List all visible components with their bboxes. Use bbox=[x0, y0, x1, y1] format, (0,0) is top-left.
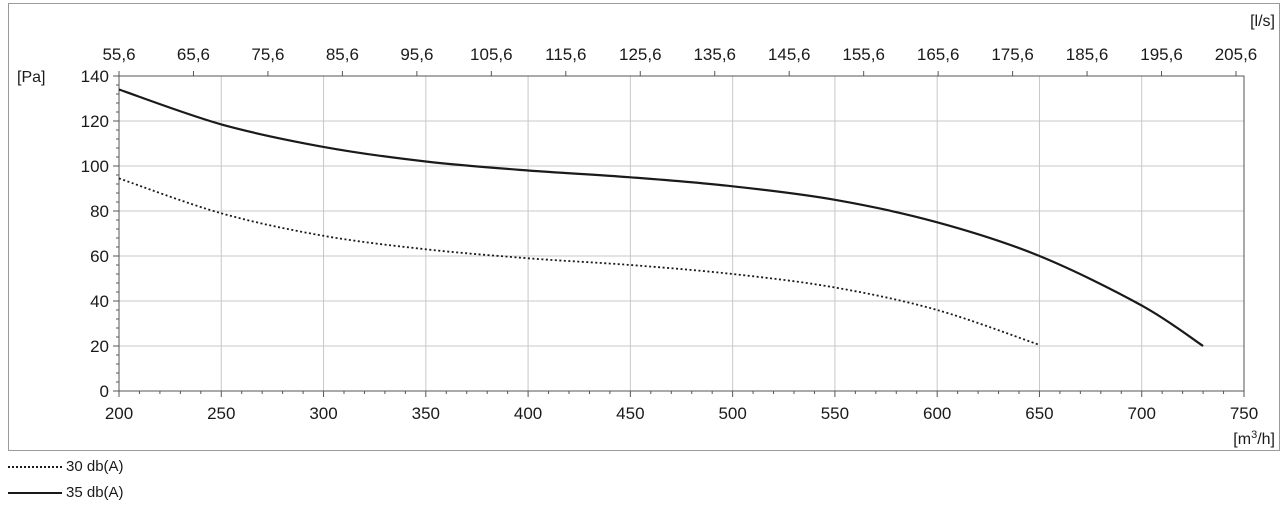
legend-label-35db: 35 db(A) bbox=[66, 484, 124, 501]
chart-frame: 200 250 300 350 400 450 500 550 600 650 700 750 0 20 4… bbox=[8, 3, 1280, 451]
x-top-tick-label: 135,6 bbox=[693, 45, 736, 64]
x-tick-label: 300 bbox=[309, 404, 337, 423]
x-top-tick-label: 175,6 bbox=[991, 45, 1034, 64]
x-tick-label: 450 bbox=[616, 404, 644, 423]
plot-area-border bbox=[118, 75, 1245, 392]
legend-item-35db: 35 db(A) bbox=[8, 484, 124, 501]
x-top-tick-label: 65,6 bbox=[177, 45, 210, 64]
y-tick-label: 80 bbox=[90, 202, 109, 221]
x-top-tick-label: 95,6 bbox=[400, 45, 433, 64]
x-tick-label: 750 bbox=[1230, 404, 1258, 423]
series-line-35db bbox=[118, 88, 1204, 347]
x-tick-label: 650 bbox=[1025, 404, 1053, 423]
x-top-tick-label: 115,6 bbox=[545, 45, 586, 64]
x-tick-label: 500 bbox=[718, 404, 746, 423]
x-top-tick-label: 145,6 bbox=[768, 45, 811, 64]
x-tick-label: 350 bbox=[412, 404, 440, 423]
x-top-tick-label: 185,6 bbox=[1066, 45, 1109, 64]
y-tick-label: 20 bbox=[90, 337, 109, 356]
y-axis-unit: [Pa] bbox=[17, 69, 45, 86]
y-tick-label: 140 bbox=[81, 67, 109, 86]
x-top-tick-label: 55,6 bbox=[102, 45, 135, 64]
x-tick-label: 200 bbox=[105, 404, 133, 423]
y-tick-label: 0 bbox=[100, 382, 109, 401]
x-top-tick-label: 165,6 bbox=[917, 45, 960, 64]
x-tick-label: 550 bbox=[821, 404, 849, 423]
y-tick-label: 100 bbox=[81, 157, 109, 176]
x-top-tick-label: 155,6 bbox=[842, 45, 885, 64]
legend-item-30db: 30 db(A) bbox=[8, 458, 124, 475]
y-tick-label: 120 bbox=[81, 112, 109, 131]
x-top-tick-label: 85,6 bbox=[326, 45, 359, 64]
x-top-tick-label: 105,6 bbox=[470, 45, 513, 64]
x-top-axis-unit: [l/s] bbox=[1250, 13, 1275, 30]
x-tick-label: 250 bbox=[207, 404, 235, 423]
x-axis-unit: [m3/h] bbox=[1233, 429, 1275, 448]
legend-label-30db: 30 db(A) bbox=[66, 458, 124, 475]
x-top-tick-label: 75,6 bbox=[251, 45, 284, 64]
x-tick-label: 700 bbox=[1128, 404, 1156, 423]
y-tick-label: 60 bbox=[90, 247, 109, 266]
x-top-tick-label: 125,6 bbox=[619, 45, 662, 64]
x-tick-label: 600 bbox=[923, 404, 951, 423]
y-tick-label: 40 bbox=[90, 292, 109, 311]
legend-swatch-solid bbox=[8, 491, 62, 494]
series-line-30db bbox=[118, 177, 1040, 346]
legend-swatch-dotted bbox=[8, 465, 62, 468]
pressure-flow-chart: 200 250 300 350 400 450 500 550 600 650 700 750 0 20 4… bbox=[17, 13, 1275, 448]
x-tick-label: 400 bbox=[514, 404, 542, 423]
x-top-tick-label: 205,6 bbox=[1215, 45, 1258, 64]
x-top-tick-label: 195,6 bbox=[1140, 45, 1183, 64]
